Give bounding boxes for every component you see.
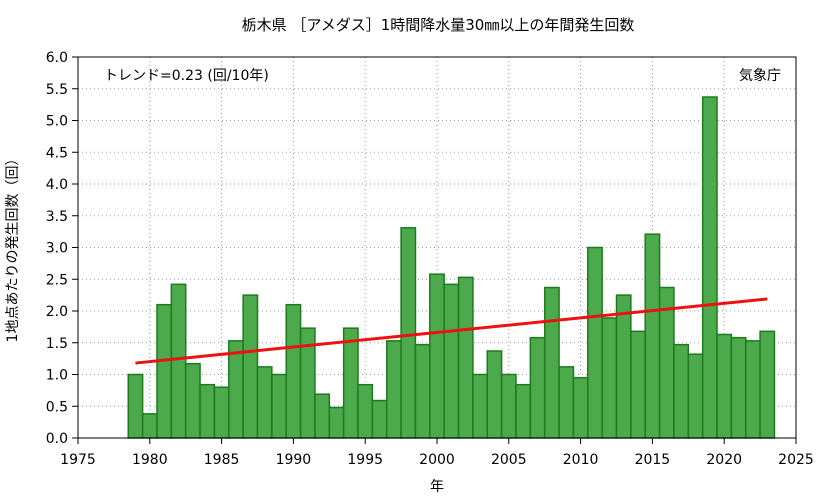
x-tick-label-8: 2015 [635, 452, 671, 468]
bar-2021 [730, 336, 747, 439]
x-tick-label-3: 1990 [276, 452, 312, 468]
bar-1981 [156, 303, 173, 439]
y-axis-label: 1地点あたりの発生回数（回） [5, 152, 21, 343]
bars-layer [127, 96, 776, 439]
y-tick-label-6: 3.0 [46, 241, 68, 257]
bar-2018 [687, 353, 704, 439]
bar-1996 [371, 399, 388, 439]
bar-2002 [457, 276, 474, 439]
x-tick-label-0: 1975 [60, 452, 96, 468]
bar-1993 [328, 406, 345, 439]
x-tick-label-6: 2005 [491, 452, 527, 468]
bar-2005 [500, 373, 517, 439]
y-tick-label-11: 5.5 [46, 82, 68, 98]
y-tick-label-12: 6.0 [46, 50, 68, 66]
bar-1986 [228, 340, 244, 439]
bar-2011 [587, 246, 603, 439]
bar-1985 [213, 386, 230, 439]
x-tick-label-2: 1985 [204, 452, 240, 468]
x-axis: 1975 1980 1985 1990 1995 2000 2005 2010 2015 2020… [60, 438, 814, 468]
bar-2015 [644, 233, 661, 439]
bar-1987 [242, 294, 259, 439]
y-tick-label-2: 1.0 [46, 368, 68, 384]
bar-2013 [615, 294, 632, 439]
bar-1982 [170, 283, 187, 439]
x-axis-label: 年 [430, 479, 444, 495]
bar-2012 [601, 317, 618, 439]
bar-2008 [543, 286, 560, 439]
x-tick-label-7: 2010 [563, 452, 599, 468]
bar-1983 [184, 362, 201, 439]
y-tick-label-9: 4.5 [46, 145, 68, 161]
bar-1999 [414, 343, 431, 439]
bar-1998 [400, 227, 417, 439]
x-tick-label-9: 2020 [706, 452, 742, 468]
bar-2022 [744, 340, 761, 439]
y-axis: 0.0 0.5 1.0 1.5 2.0 2.5 3.0 3.5 4.0 4.5 5.0 5.5 6.0 [46, 50, 78, 447]
bar-2006 [515, 383, 532, 439]
y-tick-label-4: 2.0 [46, 304, 68, 320]
bar-2001 [443, 283, 460, 439]
bar-1990 [285, 303, 302, 439]
y-tick-label-7: 3.5 [46, 209, 68, 225]
bar-1995 [357, 383, 374, 439]
bar-2004 [486, 350, 503, 439]
bar-2014 [630, 330, 646, 439]
y-tick-label-3: 1.5 [46, 336, 68, 352]
bar-2019 [701, 96, 718, 439]
bar-1979 [127, 373, 144, 439]
x-tick-label-10: 2025 [778, 452, 814, 468]
bar-2023 [759, 330, 776, 439]
trend-line [135, 297, 768, 365]
bar-2010 [572, 376, 589, 439]
x-tick-label-5: 2000 [419, 452, 455, 468]
y-tick-label-5: 2.5 [46, 272, 68, 288]
bar-1988 [256, 366, 273, 439]
bar-1992 [314, 393, 331, 439]
bar-2003 [472, 373, 489, 439]
bar-1997 [385, 340, 402, 439]
source-annotation: 気象庁 [739, 68, 781, 84]
x-tick-label-4: 1995 [347, 452, 383, 468]
bar-2009 [558, 366, 575, 439]
y-tick-label-0: 0.0 [46, 431, 68, 447]
trend-annotation: トレンド=0.23 (回/10年) [104, 68, 269, 84]
bar-1984 [199, 383, 216, 439]
bar-2007 [529, 336, 546, 439]
y-tick-label-10: 5.0 [46, 114, 68, 130]
bar-2020 [716, 333, 733, 439]
bar-1989 [271, 373, 287, 439]
y-tick-label-8: 4.0 [46, 177, 68, 193]
x-tick-label-1: 1980 [132, 452, 168, 468]
bar-1980 [141, 413, 158, 439]
y-tick-label-1: 0.5 [46, 399, 68, 415]
bar-1994 [342, 327, 359, 439]
bar-2017 [673, 343, 690, 439]
bar-2000 [429, 273, 445, 439]
chart-title: 栃木県 ［アメダス］1時間降水量30㎜以上の年間発生回数 [242, 16, 635, 34]
